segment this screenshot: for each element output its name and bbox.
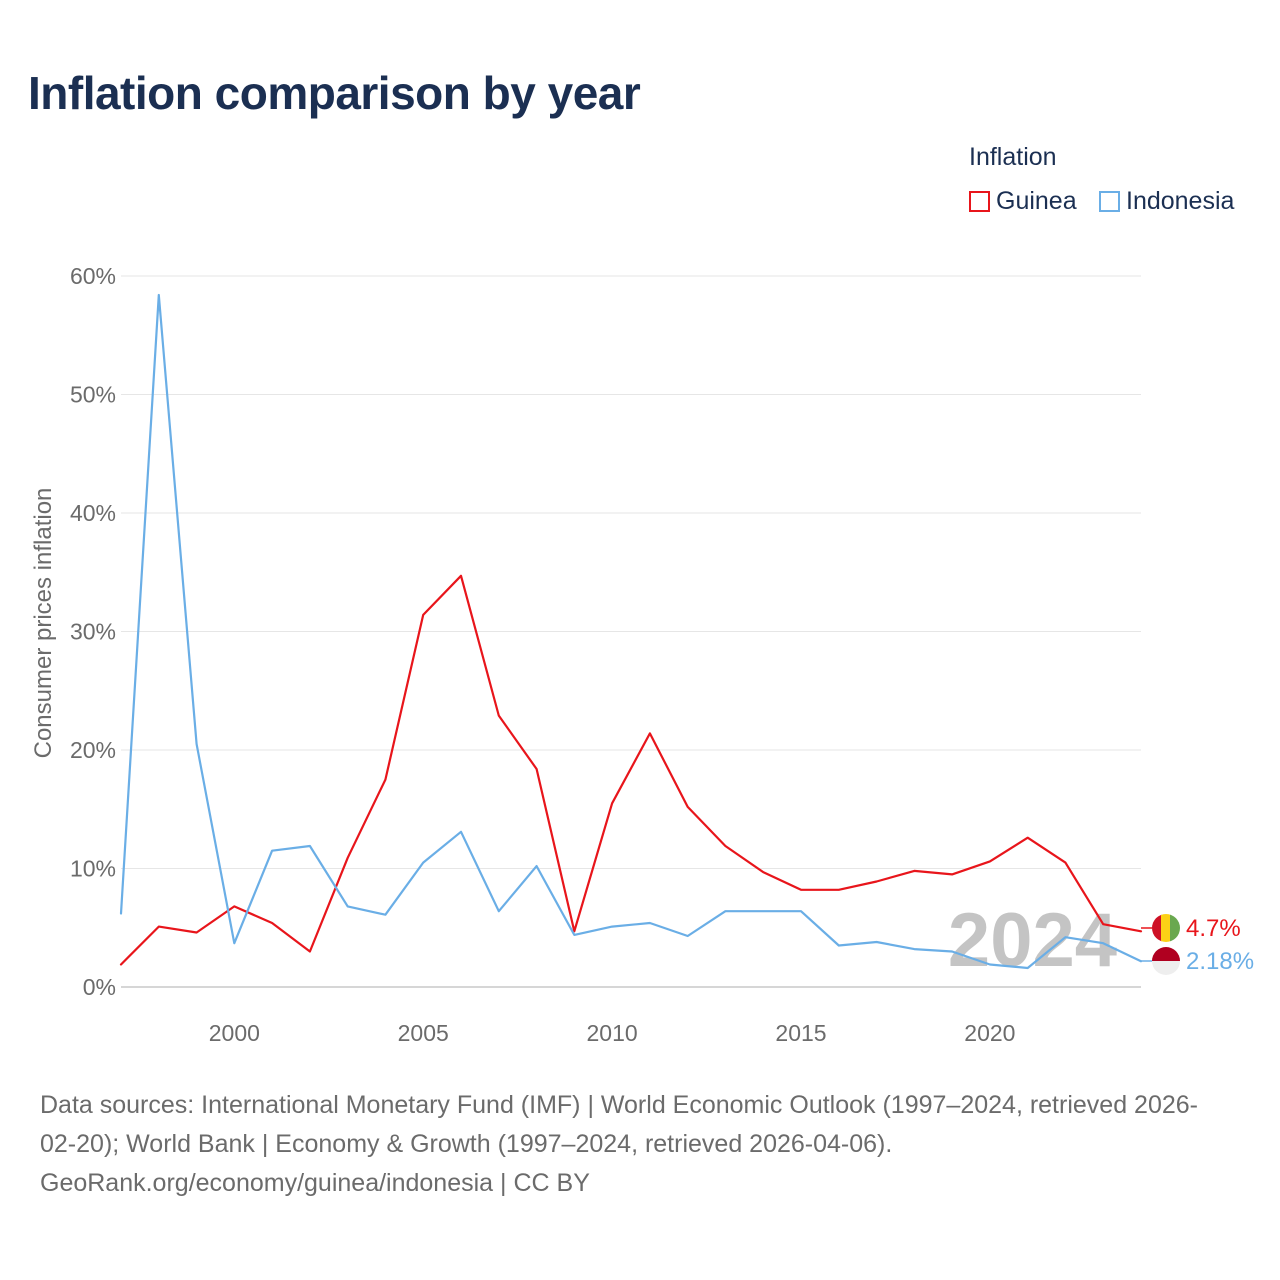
source-line-3[interactable]: GeoRank.org/economy/guinea/indonesia | C…: [40, 1169, 590, 1197]
y-axis-label: Consumer prices inflation: [30, 488, 57, 759]
x-tick-label: 2010: [587, 1020, 638, 1046]
data-source-note: Data sources: International Monetary Fun…: [40, 1086, 1250, 1203]
indonesia-flag-icon: [1152, 947, 1180, 975]
legend-label-guinea: Guinea: [996, 186, 1077, 215]
legend-swatch-indonesia: [1099, 190, 1120, 212]
y-tick-label: 20%: [70, 737, 116, 763]
y-tick-label: 30%: [70, 619, 116, 645]
end-markers: 4.7% 2.18%: [1141, 914, 1254, 975]
series-line-guinea[interactable]: [119, 574, 1143, 966]
source-line-1: Data sources: International Monetary Fun…: [40, 1091, 1198, 1119]
legend-swatch-guinea: [969, 190, 990, 212]
y-tick-label: 50%: [70, 382, 116, 408]
x-tick-label: 2020: [964, 1020, 1015, 1046]
y-axis-ticks: 0% 10% 20% 30% 40% 50% 60%: [70, 263, 116, 1000]
legend-label-indonesia: Indonesia: [1126, 186, 1235, 215]
x-axis-ticks: 2000 2005 2010 2015 2020: [209, 1020, 1016, 1046]
y-tick-label: 10%: [70, 856, 116, 882]
chart-title: Inflation comparison by year: [28, 67, 641, 119]
series-line-indonesia[interactable]: [119, 293, 1143, 970]
line-chart: 0% 10% 20% 30% 40% 50% 60% 2000 2005 2010 2015 202…: [30, 263, 1254, 1046]
y-tick-label: 40%: [70, 500, 116, 526]
legend-title: Inflation: [969, 143, 1057, 171]
grid-lines: [121, 275, 1141, 988]
guinea-end-value: 4.7%: [1186, 915, 1241, 942]
guinea-flag-icon: [1152, 914, 1180, 942]
indonesia-end-value: 2.18%: [1186, 948, 1254, 975]
series-lines: [119, 293, 1143, 970]
x-tick-label: 2005: [398, 1020, 449, 1046]
x-tick-label: 2015: [775, 1020, 826, 1046]
legend-item-guinea[interactable]: Guinea: [969, 186, 1077, 216]
source-line-2: 02-20); World Bank | Economy & Growth (1…: [40, 1130, 893, 1158]
legend-item-indonesia[interactable]: Indonesia: [1099, 186, 1234, 216]
y-tick-label: 60%: [70, 263, 116, 289]
y-tick-label: 0%: [83, 974, 116, 1000]
x-tick-label: 2000: [209, 1020, 260, 1046]
